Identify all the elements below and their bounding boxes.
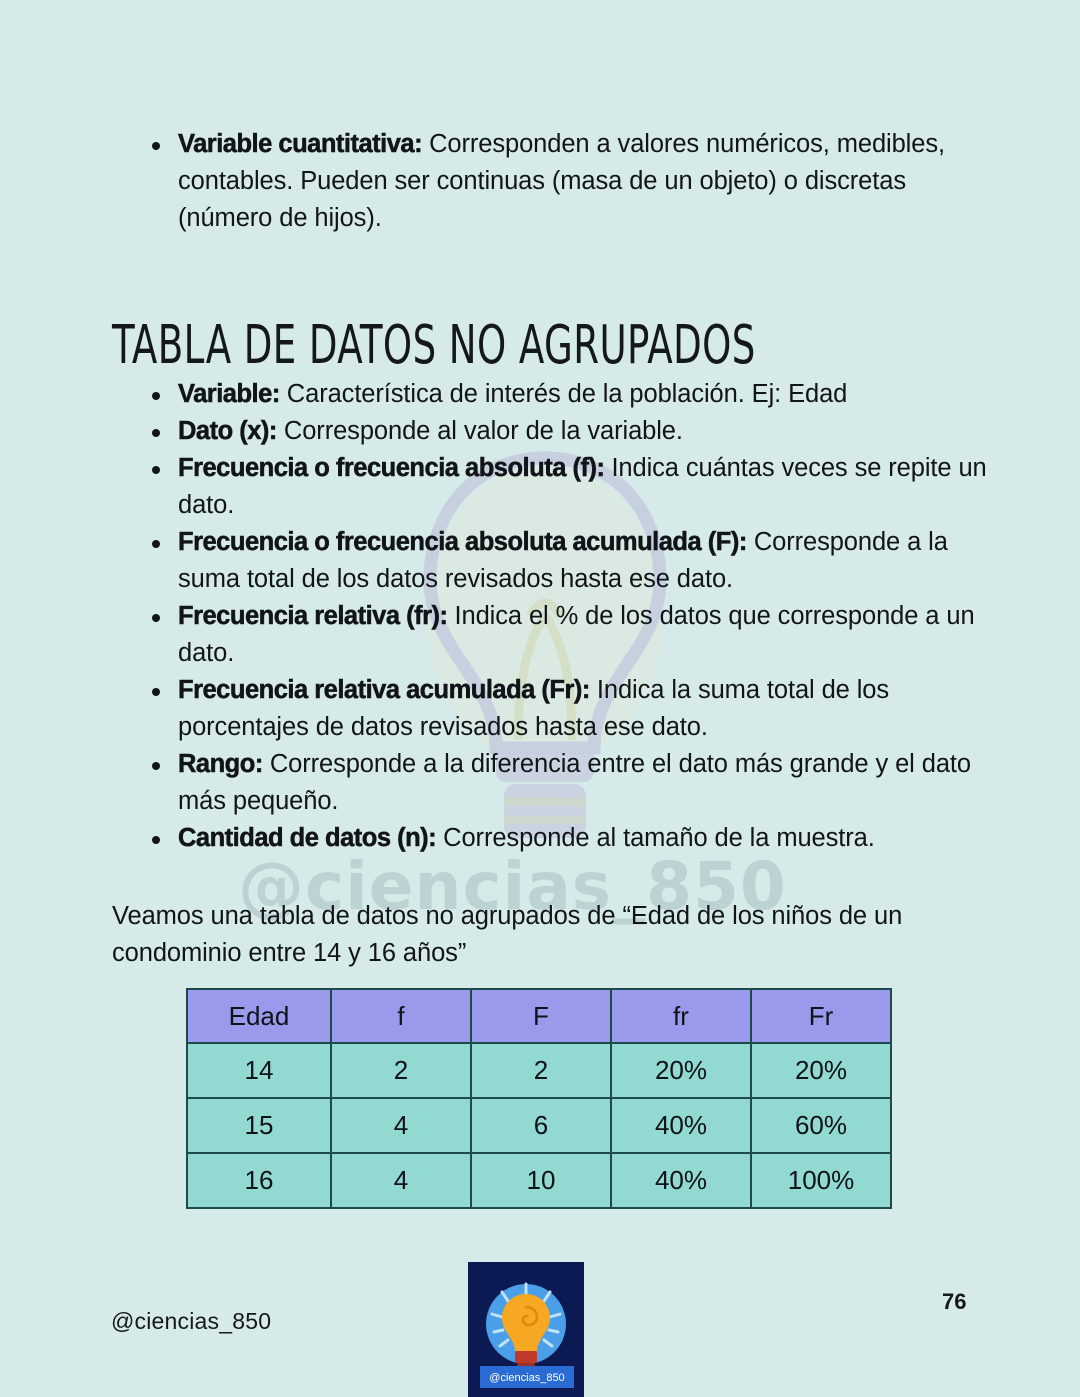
- table-header-row: Edad f F fr Fr: [186, 988, 892, 1044]
- list-item: Variable cuantitativa: Corresponden a va…: [140, 126, 980, 237]
- table-cell: 2: [330, 1042, 472, 1099]
- column-header-f: f: [330, 988, 472, 1044]
- table-cell: 6: [470, 1097, 612, 1154]
- page-number: 76: [942, 1289, 967, 1314]
- logo-caption: @ciencias_850: [489, 1372, 564, 1384]
- bullet-text: Corresponde al valor de la variable.: [276, 417, 683, 445]
- table-cell: 4: [330, 1097, 472, 1154]
- column-header-Fr: Fr: [750, 988, 892, 1044]
- bullet-term: Variable:: [178, 380, 281, 409]
- table-cell: 20%: [750, 1042, 892, 1099]
- bullet-text: Indica el % de los datos que corresponde…: [178, 602, 975, 667]
- bullet-term: Frecuencia o frecuencia absoluta acumula…: [178, 528, 748, 557]
- table-cell: 40%: [610, 1097, 752, 1154]
- bullet-text: Indica la suma total de los porcentajes …: [178, 676, 890, 741]
- list-item: Frecuencia o frecuencia absoluta acumula…: [140, 524, 990, 598]
- bullet-term: Cantidad de datos (n):: [178, 824, 437, 853]
- list-item: Variable: Característica de interés de l…: [140, 376, 990, 413]
- table-cell: 20%: [610, 1042, 752, 1099]
- definitions-bullet-list: Variable: Característica de interés de l…: [140, 376, 990, 857]
- list-item: Cantidad de datos (n): Corresponde al ta…: [140, 820, 990, 857]
- bullet-term: Frecuencia o frecuencia absoluta (f):: [178, 454, 605, 483]
- bullet-text: Indica cuántas veces se repite un dato.: [178, 454, 987, 519]
- list-item: Frecuencia relativa acumulada (Fr): Indi…: [140, 672, 990, 746]
- column-header-F: F: [470, 988, 612, 1044]
- table-row: 15 4 6 40% 60%: [186, 1097, 892, 1154]
- table-cell: 4: [330, 1152, 472, 1209]
- lead-paragraph: Veamos una tabla de datos no agrupados d…: [112, 901, 903, 967]
- bullet-term: Dato (x):: [178, 417, 278, 446]
- bullet-text: Corresponde al tamaño de la muestra.: [436, 824, 875, 852]
- intro-bullet-list: Variable cuantitativa: Corresponden a va…: [140, 126, 980, 239]
- table-cell: 100%: [750, 1152, 892, 1209]
- bullet-term: Frecuencia relativa (fr):: [178, 602, 449, 631]
- bullet-text: Característica de interés de la població…: [279, 380, 848, 408]
- bullet-text: Corresponde a la suma total de los datos…: [178, 528, 948, 593]
- footer-handle: @ciencias_850: [111, 1308, 272, 1334]
- bullet-term: Rango:: [178, 750, 264, 779]
- table-cell: 2: [470, 1042, 612, 1099]
- brand-logo: @ciencias_850: [468, 1262, 584, 1397]
- list-item: Rango: Corresponde a la diferencia entre…: [140, 746, 990, 820]
- column-header-edad: Edad: [186, 988, 332, 1044]
- table-cell: 14: [186, 1042, 332, 1099]
- table-cell: 10: [470, 1152, 612, 1209]
- list-item: Frecuencia relativa (fr): Indica el % de…: [140, 598, 990, 672]
- table-cell: 15: [186, 1097, 332, 1154]
- table-row: 16 4 10 40% 100%: [186, 1152, 892, 1209]
- table-cell: 60%: [750, 1097, 892, 1154]
- list-item: Dato (x): Corresponde al valor de la var…: [140, 413, 990, 450]
- column-header-fr: fr: [610, 988, 752, 1044]
- brand-logo-icon: @ciencias_850: [468, 1262, 584, 1397]
- bullet-text: Corresponden a valores numéricos, medibl…: [178, 130, 945, 232]
- bullet-term: Frecuencia relativa acumulada (Fr):: [178, 676, 591, 705]
- list-item: Frecuencia o frecuencia absoluta (f): In…: [140, 450, 990, 524]
- table-row: 14 2 2 20% 20%: [186, 1042, 892, 1099]
- page-title: TABLA DE DATOS NO AGRUPADOS: [112, 313, 756, 377]
- frequency-table: Edad f F fr Fr 14 2 2 20% 20% 15 4: [186, 988, 892, 1209]
- table-cell: 16: [186, 1152, 332, 1209]
- table-cell: 40%: [610, 1152, 752, 1209]
- bullet-text: Corresponde a la diferencia entre el dat…: [178, 750, 971, 815]
- bullet-term: Variable cuantitativa:: [178, 130, 423, 159]
